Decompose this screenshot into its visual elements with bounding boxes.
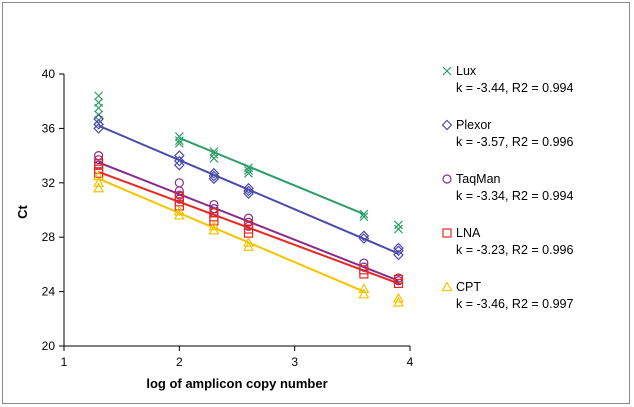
lux-point bbox=[174, 136, 184, 146]
x-axis-title: log of amplicon copy number bbox=[146, 376, 327, 391]
lna-point bbox=[393, 278, 404, 289]
data-points bbox=[93, 91, 404, 307]
cpt-point bbox=[173, 205, 185, 216]
y-tick-label: 20 bbox=[42, 339, 56, 353]
lna-fit-line bbox=[98, 170, 399, 285]
lna-legend-label: LNA bbox=[456, 226, 481, 240]
plexor-point bbox=[173, 159, 185, 171]
lux-legend-label: Lux bbox=[456, 64, 477, 78]
plexor-point bbox=[93, 113, 104, 125]
legend: Lux k = -3.44, R2 = 0.994 Plexor k = -3.57,… bbox=[441, 64, 573, 311]
taqman-point bbox=[359, 258, 369, 268]
plexor-point bbox=[358, 230, 370, 242]
cpt-point bbox=[208, 220, 220, 231]
plexor-point bbox=[393, 249, 404, 261]
plexor-point bbox=[93, 118, 104, 130]
cpt-point bbox=[392, 292, 404, 303]
lux-point bbox=[359, 212, 369, 222]
taqman-point bbox=[174, 178, 184, 188]
lux-point bbox=[209, 147, 219, 156]
plexor-point bbox=[243, 185, 254, 197]
plexor-point bbox=[243, 182, 254, 194]
taqman-legend-marker bbox=[442, 174, 452, 184]
plexor-point bbox=[173, 155, 185, 167]
taqman-legend-label: TaqMan bbox=[456, 172, 501, 186]
lna-legend-marker bbox=[442, 228, 452, 238]
plexor-point bbox=[393, 245, 404, 257]
lux-point bbox=[209, 149, 219, 159]
lux-legend-marker bbox=[442, 66, 452, 76]
lux-point bbox=[174, 132, 184, 141]
plexor-point bbox=[93, 123, 104, 134]
plexor-legend-marker bbox=[441, 119, 453, 131]
cpt-legend-stat: k = -3.46, R2 = 0.997 bbox=[456, 297, 573, 311]
axes bbox=[63, 74, 410, 347]
lux-point bbox=[394, 220, 403, 230]
fit-lines bbox=[98, 124, 399, 293]
cpt-legend-marker bbox=[441, 281, 453, 292]
x-tick-label: 3 bbox=[291, 355, 298, 369]
taqman-legend-stat: k = -3.34, R2 = 0.994 bbox=[456, 189, 573, 203]
cpt-point bbox=[208, 224, 220, 235]
cpt-point bbox=[358, 288, 370, 299]
cpt-legend-label: CPT bbox=[456, 280, 481, 294]
cpt-point bbox=[243, 240, 255, 251]
ticks: 1 2 3 4 20 24 28 32 36 40 bbox=[42, 67, 414, 369]
x-tick-label: 1 bbox=[61, 355, 68, 369]
cpt-point bbox=[392, 296, 404, 307]
lux-legend-stat: k = -3.44, R2 = 0.994 bbox=[456, 81, 573, 95]
y-tick-label: 40 bbox=[42, 67, 56, 81]
lux-point bbox=[244, 166, 253, 175]
plexor-point bbox=[393, 242, 404, 254]
cpt-point bbox=[358, 283, 370, 293]
lux-point bbox=[94, 91, 104, 101]
x-tick-label: 2 bbox=[176, 355, 183, 369]
cpt-fit-line bbox=[98, 177, 365, 293]
chart-frame bbox=[2, 2, 630, 404]
lux-point bbox=[394, 224, 403, 234]
cpt-point bbox=[93, 182, 105, 193]
plexor-point bbox=[208, 173, 220, 185]
y-tick-label: 32 bbox=[42, 176, 56, 190]
plexor-point bbox=[208, 167, 220, 179]
lna-point bbox=[93, 159, 104, 169]
lux-point bbox=[174, 138, 184, 148]
cpt-point bbox=[243, 236, 255, 247]
lux-point bbox=[359, 209, 369, 219]
lux-fit-line bbox=[178, 136, 365, 216]
plexor-legend-label: Plexor bbox=[456, 118, 491, 132]
plexor-legend-stat: k = -3.57, R2 = 0.996 bbox=[456, 135, 573, 149]
y-axis-title: Ct bbox=[15, 204, 30, 218]
lna-point bbox=[174, 191, 184, 201]
lux-point bbox=[244, 168, 253, 178]
y-tick-label: 36 bbox=[42, 121, 56, 135]
plexor-point bbox=[208, 170, 220, 182]
cpt-point bbox=[93, 177, 105, 187]
y-tick-label: 28 bbox=[42, 230, 56, 244]
plexor-point bbox=[243, 188, 254, 200]
lna-legend-stat: k = -3.23, R2 = 0.996 bbox=[456, 243, 573, 257]
plexor-point bbox=[358, 233, 370, 244]
lna-point bbox=[359, 269, 369, 279]
x-tick-label: 4 bbox=[407, 355, 414, 369]
cpt-point bbox=[173, 209, 185, 220]
lux-point bbox=[209, 153, 219, 163]
y-tick-label: 24 bbox=[42, 285, 56, 299]
lux-point bbox=[94, 103, 104, 113]
